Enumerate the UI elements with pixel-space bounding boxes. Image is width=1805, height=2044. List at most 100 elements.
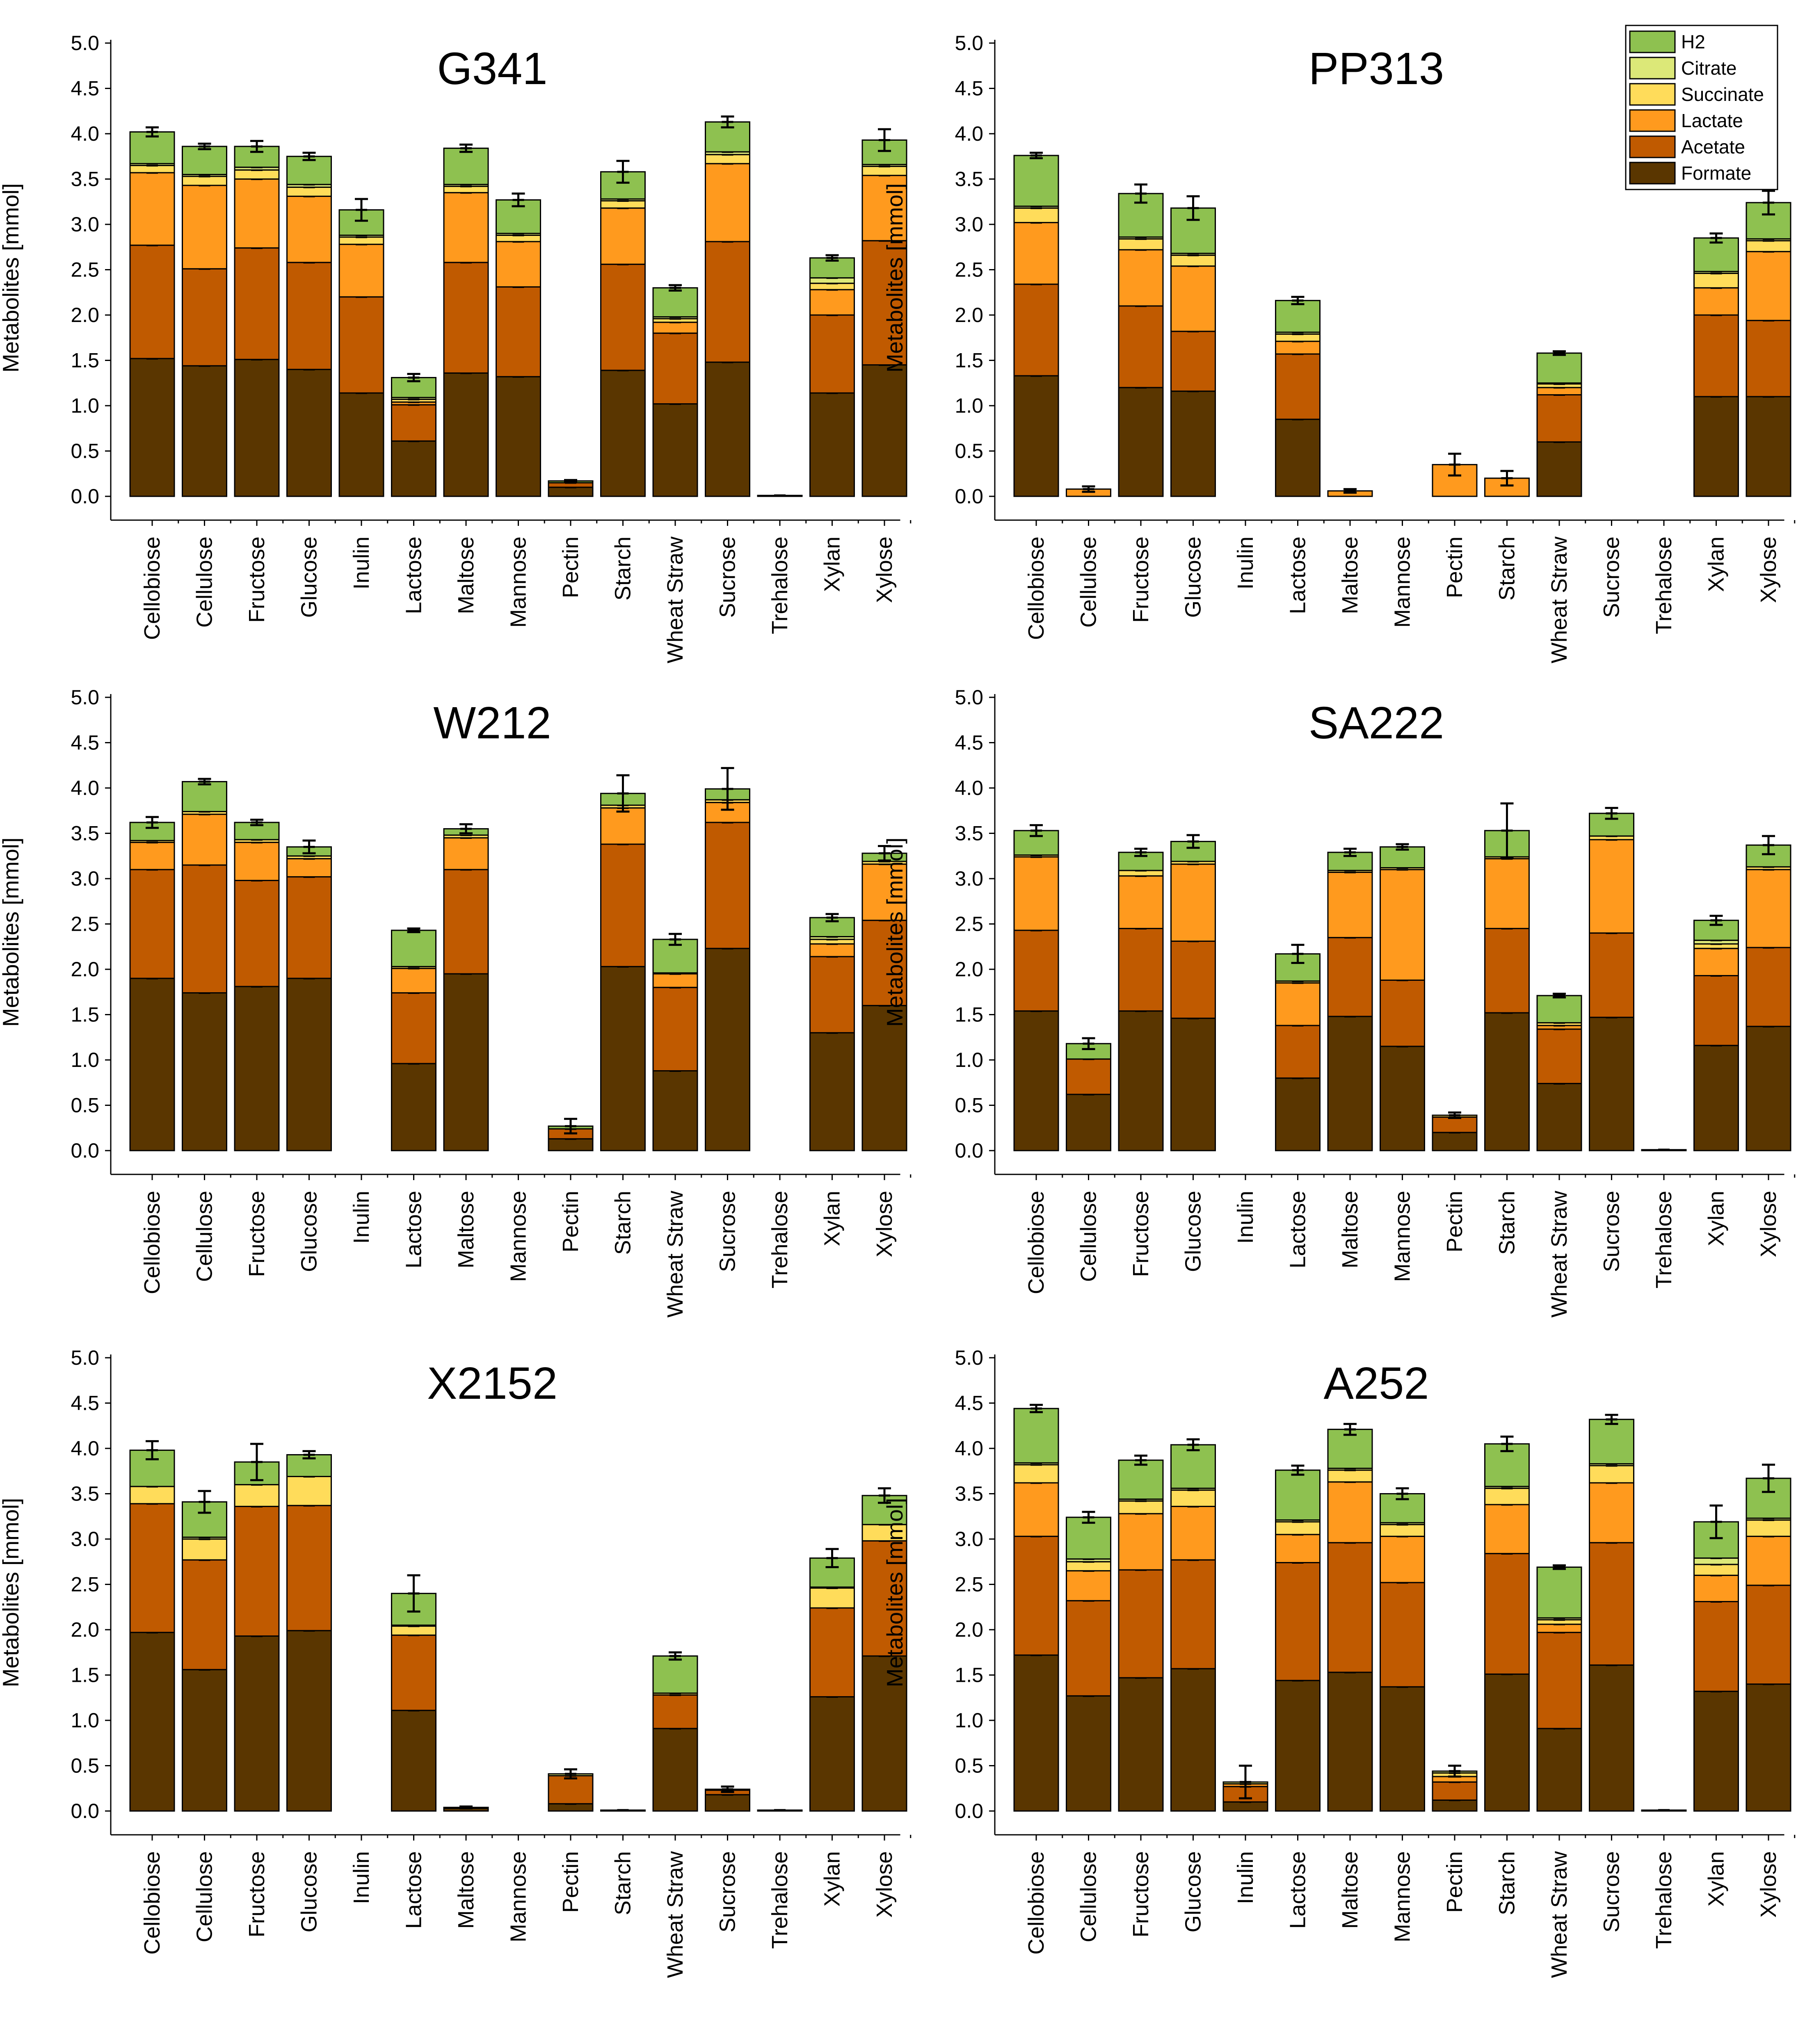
bar-segment-formate [1275, 418, 1321, 497]
y-tick-label: 1.5 [955, 1664, 983, 1687]
bar-segment-lactate [705, 163, 750, 242]
bar-segment-lactate [600, 807, 646, 845]
legend-swatch-succinate [1629, 83, 1676, 106]
panel-x2152: 0.0 0.5 1.0 1.5 2.0 2.5 3.0 3.5 4.0 4.5 5.0 Metabol… [0, 1346, 912, 1978]
y-tick-label: 2.5 [71, 913, 99, 936]
x-tick-label: Starch [611, 537, 635, 601]
bar-segment-formate [1275, 1077, 1321, 1151]
bar-segment-acetate [1013, 1535, 1059, 1656]
x-tick-label: Sucrose [715, 1851, 740, 1932]
bar-segment-acetate [1327, 1542, 1373, 1673]
bar-segment-formate [391, 1063, 436, 1151]
x-tick-label: Starch [1495, 1191, 1519, 1255]
bar-segment-acetate [652, 1694, 698, 1729]
bar-segment-acetate [496, 286, 541, 377]
y-tick-label: 4.0 [955, 122, 983, 145]
bar-segment-acetate [1484, 1553, 1530, 1675]
bar-segment-succinate [1275, 1521, 1321, 1535]
x-tick-label: Pectin [558, 537, 583, 598]
bar-segment-succinate [234, 1484, 280, 1507]
legend-swatch-citrate [1629, 57, 1676, 80]
bar-segment-acetate [600, 843, 646, 967]
bar-segment-succinate [861, 1524, 907, 1542]
y-tick-label: 0.5 [955, 1094, 983, 1117]
bar-segment-acetate [1746, 1585, 1791, 1685]
bar-segment-succinate [1118, 1500, 1164, 1514]
bar-segment-lactate [1013, 1482, 1059, 1537]
x-tick-label: Xylan [1704, 1851, 1729, 1907]
bar-segment-h2 [1275, 1469, 1321, 1521]
x-tick-label: Wheat Straw [663, 1190, 688, 1318]
bar-segment-lactate [809, 289, 855, 316]
y-tick-label: 2.0 [71, 1618, 99, 1641]
bar-segment-lactate [1380, 1535, 1425, 1583]
bar-segment-lactate [129, 172, 175, 246]
bar-segment-acetate [1589, 1542, 1634, 1666]
x-tick-label: Cellobiose [140, 1191, 165, 1294]
bar-segment-acetate [1275, 1562, 1321, 1681]
y-tick-label: 4.0 [955, 1437, 983, 1460]
bar-segment-lactate [338, 244, 384, 298]
x-tick-label: Mannose [506, 1851, 531, 1942]
bar-segment-succinate [1118, 238, 1164, 251]
x-tick-label: Starch [1495, 1851, 1519, 1915]
x-tick-label: Cellulose [192, 537, 217, 628]
y-tick-label: 1.5 [955, 349, 983, 372]
bar-segment-succinate [1589, 1465, 1634, 1484]
bar-segment-succinate [1484, 1487, 1530, 1505]
y-tick-label: 1.0 [71, 394, 99, 417]
x-tick-label: Inulin [349, 1851, 374, 1904]
x-tick-label: Pectin [558, 1191, 583, 1252]
bar-segment-succinate [129, 1486, 175, 1505]
y-tick-label: 1.5 [71, 349, 99, 372]
bar-segment-h2 [1118, 1459, 1164, 1500]
bar-segment-formate [1693, 396, 1739, 497]
bar-segment-acetate [809, 956, 855, 1034]
bar-segment-formate [182, 992, 227, 1151]
x-tick-label: Mannose [1390, 1851, 1415, 1942]
x-tick-label: Xylose [1756, 1851, 1781, 1918]
y-tick-label: 1.0 [955, 1709, 983, 1732]
bar-segment-acetate [1275, 353, 1321, 420]
y-tick-label: 3.0 [71, 1528, 99, 1551]
y-tick-label: 0.5 [71, 1094, 99, 1117]
bar-segment-formate [234, 1635, 280, 1812]
bar-segment-acetate [182, 268, 227, 367]
x-tick-label: Xylan [1704, 537, 1729, 592]
x-tick-label: Cellobiose [1024, 1851, 1049, 1955]
bar-segment-lactate [1118, 249, 1164, 307]
bar-segment-formate [652, 1728, 698, 1812]
y-tick-label: 3.5 [955, 822, 983, 845]
bar-segment-acetate [705, 241, 750, 363]
bar-segment-formate [1118, 1010, 1164, 1151]
x-tick-label: Glucose [1181, 537, 1206, 618]
bar-segment-acetate [1536, 1632, 1582, 1729]
x-tick-label: Trehalose [1652, 1851, 1676, 1949]
x-tick-label: Xylan [820, 1191, 845, 1246]
y-tick-label: 0.0 [955, 1800, 983, 1822]
bar-segment-acetate [1484, 928, 1530, 1014]
bar-segment-h2 [443, 147, 489, 185]
x-tick-label: Xylose [1756, 1191, 1781, 1257]
x-tick-label: Sucrose [715, 537, 740, 618]
x-tick-label: Trehalose [768, 1851, 792, 1949]
x-tick-label: Wheat Straw [663, 536, 688, 663]
bar-segment-lactate [861, 175, 907, 242]
x-tick-label: Xylan [820, 537, 845, 592]
x-tick-label: Trehalose [768, 1191, 792, 1288]
x-tick-label: Pectin [1442, 537, 1467, 598]
x-tick-label: Mannose [506, 537, 531, 628]
x-tick-label: Sucrose [1599, 1851, 1624, 1932]
bar-segment-formate [809, 392, 855, 497]
x-tick-label: Lactose [1286, 537, 1310, 614]
x-tick-label: Wheat Straw [1547, 1190, 1572, 1318]
panel-title: A252 [1324, 1358, 1429, 1409]
bar-segment-formate [129, 977, 175, 1151]
y-tick-label: 2.5 [955, 1573, 983, 1596]
bar-segment-acetate [1013, 930, 1059, 1012]
bar-segment-succinate [286, 1476, 332, 1506]
y-tick-label: 1.5 [71, 1003, 99, 1026]
bar-segment-succinate [234, 169, 280, 180]
bar-segment-lactate [1746, 251, 1791, 321]
